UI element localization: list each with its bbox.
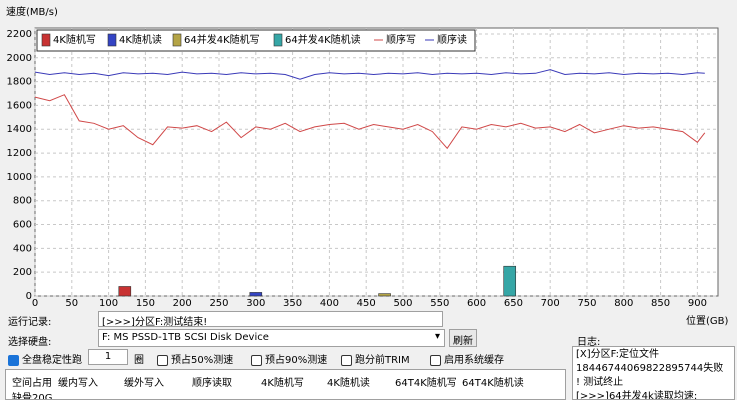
y-tick-label: 1600 xyxy=(7,100,32,111)
x-tick-label: 150 xyxy=(136,298,155,309)
refresh-button[interactable]: 刷新 xyxy=(449,329,477,347)
table-header: 顺序读取 xyxy=(192,378,232,389)
log-line: [>>>]64并发4k读取均速: xyxy=(576,391,698,400)
x-tick-label: 850 xyxy=(651,298,670,309)
x-tick-label: 650 xyxy=(504,298,523,309)
legend-swatch xyxy=(273,33,283,47)
table-header: 缓内写入 xyxy=(58,378,98,389)
legend-label: 4K随机写 xyxy=(53,33,96,46)
x-tick-label: 900 xyxy=(688,298,707,309)
table-header: 4K随机读 xyxy=(327,378,370,389)
legend-label: 64并发4K随机读 xyxy=(285,33,361,46)
loops-unit: 圈 xyxy=(134,355,144,366)
x-tick-label: 0 xyxy=(32,298,38,309)
x-tick-label: 400 xyxy=(320,298,339,309)
checkbox[interactable] xyxy=(8,354,19,366)
bar xyxy=(249,292,263,297)
option-label: 跑分前TRIM xyxy=(355,355,410,366)
option-label: 启用系统缓存 xyxy=(444,355,504,366)
log-box: [X]分区F:定位文件 18446744069822895744失败 ! 测试终止 [… xyxy=(572,346,735,400)
option-label: 预占50%测速 xyxy=(171,355,234,366)
checkbox[interactable] xyxy=(341,354,352,366)
x-tick-label: 200 xyxy=(173,298,192,309)
y-tick-label: 400 xyxy=(13,243,32,254)
disk-label: 选择硬盘: xyxy=(8,337,52,348)
x-tick-label: 300 xyxy=(246,298,265,309)
legend-box xyxy=(36,29,476,52)
y-tick-label: 1200 xyxy=(7,148,32,159)
table-header: 空间占用 xyxy=(12,378,52,389)
x-tick-label: 50 xyxy=(65,298,78,309)
option-label: 预占90%测速 xyxy=(265,355,328,366)
legend-swatch xyxy=(41,33,51,47)
checkbox[interactable] xyxy=(430,354,441,366)
legend-label: 64并发4K随机写 xyxy=(184,33,260,46)
y-tick-label: 1800 xyxy=(7,77,32,88)
y-tick-label: 800 xyxy=(13,196,32,207)
disk-select[interactable]: F: MS PSSD-1TB SCSI Disk Device ▾ xyxy=(98,329,445,347)
loops-input[interactable]: 1 xyxy=(88,349,128,365)
y-tick-label: 200 xyxy=(13,267,32,278)
option[interactable]: 跑分前TRIM xyxy=(341,351,410,366)
x-axis-label: 位置(GB) xyxy=(686,316,729,327)
bar xyxy=(503,265,517,297)
bar xyxy=(118,286,132,297)
x-tick-label: 550 xyxy=(430,298,449,309)
option-label: 全盘稳定性跑 xyxy=(22,355,82,366)
run-text: [>>>]分区F:测试结束! xyxy=(98,311,443,327)
table-header: 缓外写入 xyxy=(124,378,164,389)
result-table: 空间占用 缓内写入 缓外写入 顺序读取 4K随机写 4K随机读 64T4K随机写 64T4K随… xyxy=(5,369,566,400)
legend-label: 顺序写 xyxy=(386,33,416,46)
run-label: 运行记录: xyxy=(8,317,52,328)
y-tick-label: 0 xyxy=(26,291,32,302)
option[interactable]: 启用系统缓存 xyxy=(430,351,504,366)
stability-option[interactable]: 全盘稳定性跑 xyxy=(8,351,82,366)
plot-area xyxy=(34,27,719,297)
legend-swatch xyxy=(107,33,117,47)
option[interactable]: 预占50%测速 xyxy=(157,351,233,366)
bar xyxy=(378,293,391,297)
line xyxy=(34,69,705,80)
y-axis-label: 速度(MB/s) xyxy=(6,5,58,18)
x-tick-label: 700 xyxy=(541,298,560,309)
checkbox[interactable] xyxy=(157,354,168,366)
table-header: 64T4K随机读 xyxy=(462,378,524,389)
legend-swatch xyxy=(172,33,182,47)
table-header: 4K随机写 xyxy=(261,378,304,389)
legend-label: 顺序读 xyxy=(437,33,467,46)
y-tick-label: 2000 xyxy=(7,53,32,64)
disk-value: F: MS PSSD-1TB SCSI Disk Device xyxy=(102,332,269,343)
table-header: 64T4K随机写 xyxy=(395,378,457,389)
log-line: ! 测试终止 xyxy=(576,377,624,388)
x-tick-label: 100 xyxy=(99,298,118,309)
y-tick-label: 600 xyxy=(13,220,32,231)
table-cell: 缺骨20G xyxy=(12,393,53,400)
x-tick-label: 750 xyxy=(577,298,596,309)
x-tick-label: 450 xyxy=(357,298,376,309)
y-tick-label: 1000 xyxy=(7,172,32,183)
y-tick-label: 1400 xyxy=(7,124,32,135)
log-line: [X]分区F:定位文件 xyxy=(576,349,659,360)
chart: 速度(MB/s) 0200400600800100012001400160018… xyxy=(6,5,719,309)
option[interactable]: 预占90%测速 xyxy=(251,351,327,366)
log-label: 日志: xyxy=(577,337,601,348)
legend-label: 4K随机读 xyxy=(119,33,162,46)
x-tick-label: 350 xyxy=(283,298,302,309)
line xyxy=(34,94,706,150)
x-tick-label: 250 xyxy=(209,298,228,309)
x-tick-label: 500 xyxy=(393,298,412,309)
log-line: 18446744069822895744失败 xyxy=(576,363,724,374)
y-tick-label: 2200 xyxy=(7,29,32,40)
x-tick-label: 800 xyxy=(614,298,633,309)
checkbox[interactable] xyxy=(251,354,262,366)
x-tick-label: 600 xyxy=(467,298,486,309)
